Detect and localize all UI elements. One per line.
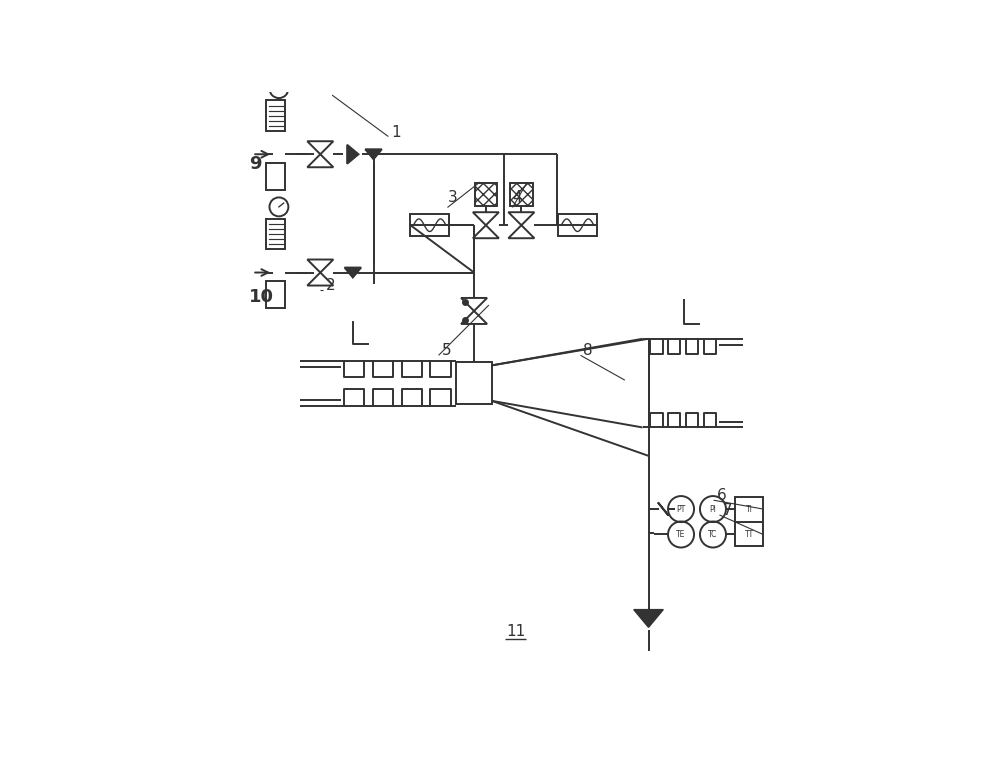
Text: TT: TT (744, 530, 754, 539)
Text: TI: TI (746, 505, 752, 514)
Bar (475, 184, 497, 206)
Text: 6: 6 (717, 488, 726, 503)
Text: 1: 1 (391, 124, 401, 140)
Polygon shape (365, 149, 382, 159)
Bar (558, 214, 597, 237)
Bar (456, 362, 492, 404)
Bar (266, 281, 285, 308)
Text: 10: 10 (249, 288, 274, 306)
Bar (266, 163, 285, 190)
Text: 8: 8 (583, 343, 593, 359)
Text: TC: TC (708, 530, 718, 539)
Bar (510, 184, 533, 206)
Polygon shape (634, 610, 663, 627)
Text: 11: 11 (506, 624, 525, 639)
Text: PI: PI (710, 505, 716, 514)
Bar (266, 101, 285, 131)
Text: TE: TE (676, 530, 686, 539)
Bar (266, 219, 285, 250)
Polygon shape (347, 145, 359, 164)
Text: 3: 3 (447, 190, 457, 204)
Text: PT: PT (676, 505, 686, 514)
Bar (735, 497, 763, 546)
Text: 5: 5 (442, 343, 451, 359)
Text: 2: 2 (326, 278, 336, 293)
Bar (410, 214, 449, 237)
Text: 7: 7 (722, 503, 732, 518)
Text: 9: 9 (249, 155, 262, 173)
Polygon shape (345, 267, 361, 277)
Text: 4: 4 (512, 190, 522, 204)
